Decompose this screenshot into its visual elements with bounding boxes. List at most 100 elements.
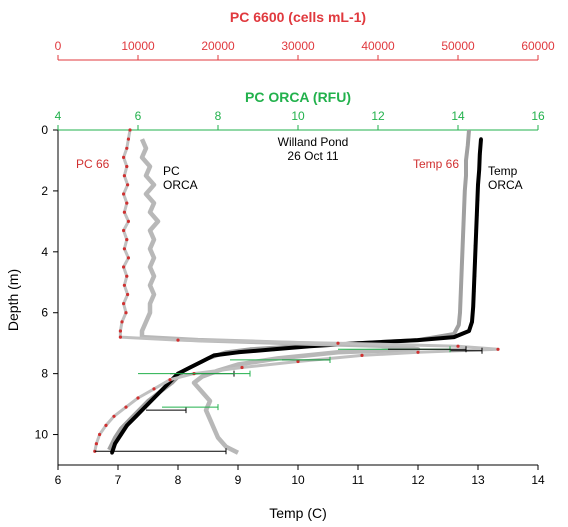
temp-orca-series-point — [134, 414, 138, 419]
temp66-series-label: Temp 66 — [413, 157, 459, 171]
pc66-series-point — [126, 137, 130, 141]
orca-axis-title: PC ORCA (RFU) — [245, 89, 351, 105]
temp-orca-series-label: ORCA — [488, 178, 523, 192]
pc66-series-point — [126, 219, 130, 223]
temp-tick-label: 10 — [291, 473, 305, 487]
pc66-series-point — [360, 353, 364, 357]
pc66-series-point — [136, 396, 140, 400]
depth-tick-label: 0 — [41, 123, 48, 137]
orca-tick-label: 6 — [135, 109, 142, 123]
pc66-series-point — [176, 338, 180, 342]
temp-tick-label: 7 — [115, 473, 122, 487]
orca-tick-label: 12 — [371, 109, 385, 123]
pc66-series-point — [126, 292, 130, 297]
pc66-series-point — [118, 329, 122, 333]
temp-orca-series-point — [152, 396, 156, 400]
temp-orca-series-point — [119, 432, 123, 437]
pc66-series-point — [122, 210, 126, 214]
temp-tick-label: 8 — [175, 473, 182, 487]
temp-orca-series-point — [452, 335, 456, 339]
temp-orca-series-point — [200, 359, 204, 364]
depth-tick-label: 4 — [41, 245, 48, 259]
pc66-series-point — [168, 378, 172, 382]
pc66-series-point — [104, 423, 108, 427]
pc66-series-point — [126, 183, 130, 187]
pc66-series-point — [122, 283, 126, 287]
pc66-series-label: PC 66 — [76, 157, 110, 171]
pc6600-tick-label: 0 — [55, 39, 62, 53]
temp-tick-label: 13 — [471, 473, 485, 487]
pc66-series-point — [128, 128, 132, 132]
orca-tick-label: 10 — [291, 109, 305, 123]
pc6600-axis-title: PC 6600 (cells mL-1) — [230, 9, 366, 25]
pc66-series-point — [124, 311, 128, 315]
temp-tick-label: 14 — [531, 473, 545, 487]
pc6600-tick-label: 40000 — [361, 39, 395, 53]
pc66-series-point — [122, 174, 126, 178]
pc6600-tick-label: 20000 — [201, 39, 235, 53]
pc66-series-point — [122, 302, 126, 306]
temp-orca-series-point — [467, 329, 471, 333]
pc66-series-point — [125, 238, 129, 242]
pc6600-tick-label: 30000 — [281, 39, 315, 53]
temp-orca-series-point — [473, 243, 478, 248]
pc66-series-point — [122, 265, 126, 269]
temp-orca-series-point — [416, 338, 420, 342]
temp-orca-series-point — [477, 167, 482, 172]
temp-orca-series-point — [476, 183, 480, 187]
orca-tick-label: 4 — [55, 109, 62, 123]
temp-orca-series-point — [472, 289, 476, 294]
temp-orca-series-point — [475, 213, 479, 218]
pc-orca-series-label: ORCA — [163, 178, 198, 192]
depth-tick-label: 8 — [41, 367, 48, 381]
temp-orca-series-point — [478, 152, 482, 157]
orca-tick-label: 8 — [215, 109, 222, 123]
pc66-series-point — [98, 432, 102, 437]
pc66-series-point — [336, 341, 340, 345]
pc66-series-point — [125, 201, 129, 205]
pc66-series-line — [93, 129, 500, 452]
pc-orca-series-line — [139, 138, 421, 455]
temp-orca-series-point — [470, 320, 474, 324]
temp-orca-series-point — [272, 347, 276, 352]
pc66-series-point — [496, 347, 500, 351]
pc66-series-point — [296, 359, 300, 364]
temp-tick-label: 12 — [411, 473, 425, 487]
temp-orca-series-point — [471, 304, 476, 309]
pc66-series-point — [125, 164, 129, 169]
pc66-series-point — [120, 320, 124, 324]
pc-orca-series-label: PC — [163, 164, 180, 178]
temp-orca-series-label: Temp — [488, 164, 518, 178]
temp-orca-series-point — [212, 353, 216, 358]
pc66-series-point — [122, 228, 126, 233]
pc66-series-point — [94, 442, 98, 446]
pc66-series-point — [122, 155, 126, 159]
pc66-series-point — [125, 146, 129, 150]
depth-axis-title: Depth (m) — [5, 269, 21, 331]
temp-orca-series-point — [479, 137, 483, 141]
temp-orca-series-point — [113, 441, 117, 446]
temp-orca-series-point — [475, 198, 480, 202]
pc66-series-point — [152, 387, 156, 391]
pc6600-tick-label: 10000 — [121, 39, 155, 53]
depth-tick-label: 6 — [41, 306, 48, 320]
pc66-series-point — [122, 247, 126, 251]
temp-tick-label: 9 — [235, 473, 242, 487]
tick-group: 6 7 8 9 10 11 12 13 14 0 2 4 6 8 10 4 6 8 10 12 14 16 0 10000 20… — [35, 39, 555, 487]
site-name-annotation: Willand Pond — [278, 135, 349, 149]
pc6600-tick-label: 60000 — [521, 39, 555, 53]
temp-axis-title: Temp (C) — [269, 505, 327, 521]
depth-tick-label: 10 — [35, 428, 49, 442]
temp-tick-label: 6 — [55, 473, 62, 487]
pc66-series-point — [124, 405, 128, 409]
temp-orca-series-point — [188, 365, 192, 370]
pc66-series-point — [125, 274, 129, 278]
temp-orca-series-point — [143, 405, 147, 409]
temp-orca-series-point — [236, 350, 240, 355]
pc6600-tick-label: 50000 — [441, 39, 475, 53]
temp-orca-series-point — [472, 274, 477, 279]
date-annotation: 26 Oct 11 — [287, 149, 338, 163]
temp-orca-series-point — [110, 451, 114, 455]
series-layer — [93, 128, 500, 455]
